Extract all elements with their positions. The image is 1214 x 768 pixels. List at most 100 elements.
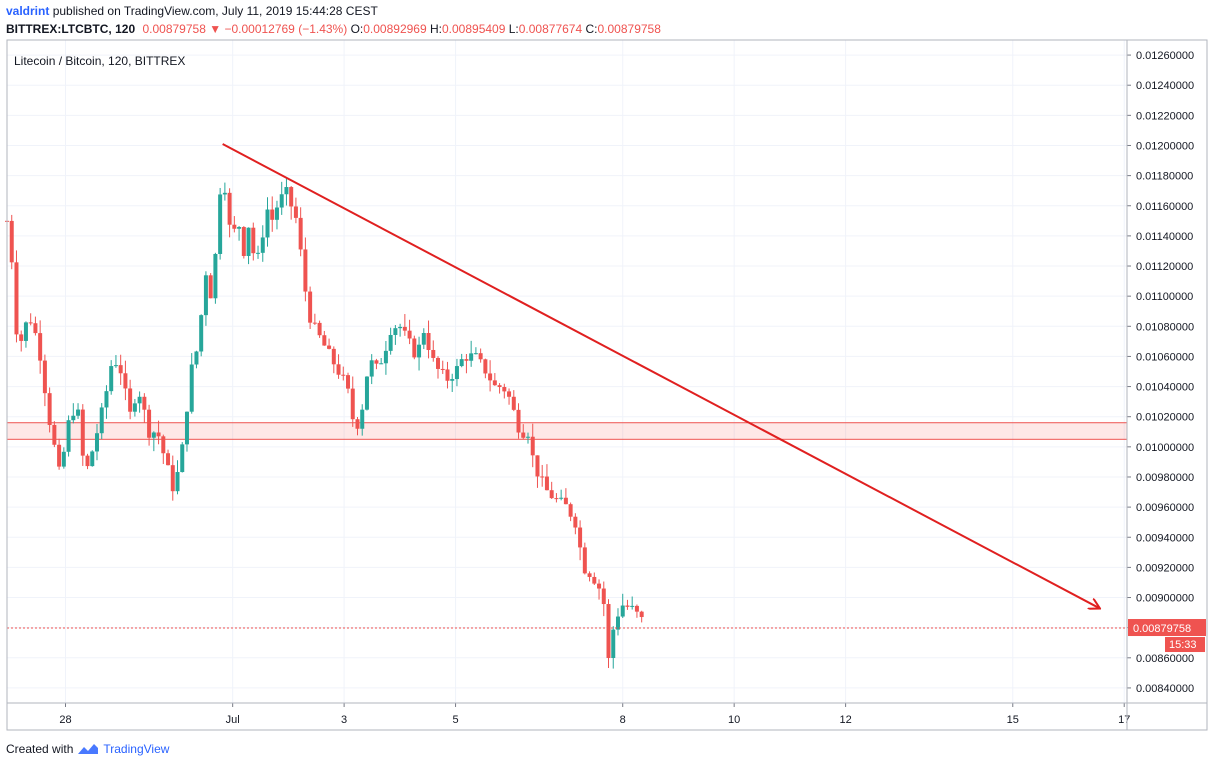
tradingview-logo-icon bbox=[78, 744, 99, 754]
candle-body bbox=[256, 252, 261, 254]
candle-body bbox=[559, 497, 564, 499]
y-tick-label: 0.00980000 bbox=[1136, 472, 1194, 484]
candle-body bbox=[374, 360, 379, 364]
candle-body bbox=[85, 455, 90, 467]
candle-body bbox=[450, 379, 455, 381]
x-tick-label: 28 bbox=[59, 714, 71, 726]
candle-body bbox=[360, 409, 365, 429]
symbol-label: BITTREX:LTCBTC, 120 bbox=[6, 22, 136, 36]
candlestick-series bbox=[5, 178, 644, 669]
x-tick-label: 8 bbox=[620, 714, 626, 726]
publisher-name[interactable]: valdrint bbox=[6, 4, 50, 18]
candle-body bbox=[483, 359, 488, 374]
candle-body bbox=[293, 206, 298, 218]
candle-body bbox=[9, 220, 14, 263]
candle-body bbox=[14, 262, 19, 335]
x-tick-label: 10 bbox=[728, 714, 740, 726]
candle-body bbox=[445, 369, 450, 381]
candle-body bbox=[274, 207, 279, 220]
candle-body bbox=[578, 527, 583, 548]
candle-body bbox=[66, 420, 71, 452]
candle-body bbox=[132, 403, 137, 412]
candle-body bbox=[341, 374, 346, 376]
candle-body bbox=[76, 409, 81, 416]
candle-body bbox=[218, 194, 223, 254]
candle-body bbox=[611, 629, 616, 658]
candle-body bbox=[289, 187, 294, 207]
open-value: 0.00892969 bbox=[363, 22, 427, 36]
candle-body bbox=[189, 364, 194, 412]
y-tick-label: 0.01260000 bbox=[1136, 50, 1194, 62]
y-tick-label: 0.00900000 bbox=[1136, 593, 1194, 605]
candle-body bbox=[61, 451, 66, 467]
candle-body bbox=[222, 192, 227, 195]
candle-body bbox=[379, 363, 384, 365]
candle-body bbox=[312, 322, 317, 324]
candle-body bbox=[393, 328, 398, 335]
candle-body bbox=[265, 209, 270, 238]
candle-body bbox=[151, 432, 156, 438]
candle-body bbox=[464, 359, 469, 361]
close-label: C: bbox=[585, 22, 598, 36]
candle-body bbox=[80, 409, 85, 456]
candle-body bbox=[573, 516, 578, 528]
change-down-icon: ▼ bbox=[209, 22, 222, 36]
x-tick-label: Jul bbox=[226, 714, 240, 726]
candle-body bbox=[203, 275, 208, 316]
candle-body bbox=[237, 227, 242, 229]
candle-body bbox=[279, 194, 284, 208]
candle-body bbox=[52, 424, 57, 445]
price-label-box bbox=[1128, 619, 1206, 637]
candle-body bbox=[426, 333, 431, 350]
candle-body bbox=[639, 611, 644, 618]
y-tick-label: 0.01240000 bbox=[1136, 80, 1194, 92]
candle-body bbox=[251, 227, 256, 254]
high-label: H: bbox=[429, 22, 442, 36]
candle-body bbox=[166, 453, 171, 466]
candle-body bbox=[241, 227, 246, 256]
candle-body bbox=[184, 411, 189, 445]
candle-body bbox=[388, 334, 393, 351]
y-tick-label: 0.01160000 bbox=[1136, 201, 1193, 213]
y-tick-label: 0.01000000 bbox=[1136, 442, 1194, 454]
candle-body bbox=[525, 436, 530, 438]
candle-body bbox=[199, 315, 204, 352]
candle-body bbox=[488, 373, 493, 381]
candle-body bbox=[170, 465, 175, 492]
candle-body bbox=[137, 396, 142, 404]
candle-body bbox=[118, 365, 123, 374]
open-label: O: bbox=[350, 22, 364, 36]
y-tick-label: 0.01120000 bbox=[1136, 261, 1193, 273]
candle-body bbox=[346, 375, 351, 389]
y-tick-label: 0.00840000 bbox=[1136, 683, 1194, 695]
candle-body bbox=[549, 490, 554, 499]
candle-body bbox=[398, 326, 403, 329]
candle-body bbox=[38, 333, 43, 361]
candle-body bbox=[582, 547, 587, 574]
y-tick-label: 0.00860000 bbox=[1136, 653, 1194, 665]
candle-body bbox=[521, 432, 526, 438]
candle-body bbox=[625, 605, 630, 607]
tradingview-brand[interactable]: TradingView bbox=[103, 742, 170, 756]
candle-body bbox=[592, 576, 597, 584]
candle-body bbox=[615, 616, 620, 630]
candle-body bbox=[473, 353, 478, 355]
candle-body bbox=[436, 357, 441, 369]
close-value: 0.00879758 bbox=[597, 22, 661, 36]
candle-body bbox=[383, 350, 388, 364]
candle-body bbox=[507, 391, 512, 397]
candle-body bbox=[606, 604, 611, 658]
candle-body bbox=[540, 476, 545, 478]
candle-body bbox=[601, 588, 606, 605]
candle-body bbox=[71, 415, 76, 421]
candle-body bbox=[19, 334, 24, 341]
candle-body bbox=[469, 353, 474, 361]
y-tick-label: 0.01100000 bbox=[1136, 291, 1193, 303]
candle-body bbox=[213, 253, 218, 299]
candle-body bbox=[128, 388, 133, 412]
candle-body bbox=[544, 476, 549, 491]
candle-body bbox=[630, 605, 635, 607]
x-tick-label: 5 bbox=[452, 714, 458, 726]
chart-grid bbox=[6, 39, 1128, 704]
